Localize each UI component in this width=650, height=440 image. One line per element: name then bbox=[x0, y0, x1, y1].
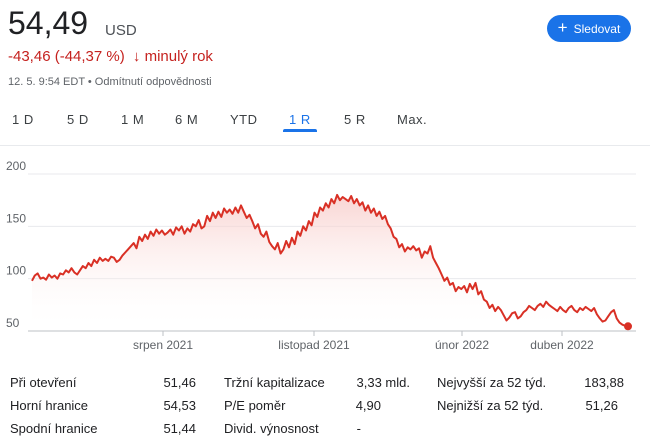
tab-1m[interactable]: 1 M bbox=[121, 112, 145, 127]
tabs-divider bbox=[0, 145, 650, 146]
stat-value: 183,88 bbox=[584, 375, 624, 390]
tab-5d[interactable]: 5 D bbox=[67, 112, 89, 127]
tab-1r[interactable]: 1 R bbox=[289, 112, 311, 127]
stat-label: Nejvyšší za 52 týd. bbox=[437, 375, 547, 390]
y-tick-label: 200 bbox=[6, 159, 26, 173]
x-tick-label: srpen 2021 bbox=[133, 338, 193, 352]
x-tick-label: duben 2022 bbox=[530, 338, 594, 352]
tab-ytd[interactable]: YTD bbox=[230, 112, 258, 127]
x-tick-label: listopad 2021 bbox=[278, 338, 350, 352]
stat-label: Horní hranice bbox=[10, 398, 89, 413]
stat-value: - bbox=[356, 421, 361, 436]
tab-6m[interactable]: 6 M bbox=[175, 112, 199, 127]
y-tick-label: 50 bbox=[6, 316, 20, 330]
stat-label: Divid. výnosnost bbox=[224, 421, 319, 436]
stat-value: 51,46 bbox=[163, 375, 196, 390]
active-tab-indicator bbox=[283, 129, 317, 132]
change-period: minulý rok bbox=[144, 48, 213, 65]
change-value: -43,46 (-44,37 %) bbox=[8, 48, 125, 65]
currency-label: USD bbox=[105, 22, 137, 39]
current-price-dot bbox=[624, 322, 632, 331]
plus-icon: + bbox=[557, 18, 568, 37]
follow-label: Sledovat bbox=[573, 21, 621, 36]
down-arrow-icon: ↓ bbox=[132, 48, 141, 65]
stat-value: 54,53 bbox=[163, 398, 196, 413]
price-line bbox=[31, 193, 629, 328]
tab-max[interactable]: Max. bbox=[397, 112, 428, 127]
stat-label: Spodní hranice bbox=[10, 421, 98, 436]
x-tick-label: únor 2022 bbox=[435, 338, 489, 352]
price-chart[interactable]: 200 150 100 50 srpen 2021 listopad 2021 únor … bbox=[0, 150, 650, 360]
stat-value: 51,44 bbox=[163, 421, 196, 436]
stat-label: Při otevření bbox=[10, 375, 77, 390]
stat-value: 4,90 bbox=[355, 398, 381, 413]
stat-label: Tržní kapitalizace bbox=[224, 375, 325, 390]
tab-5r[interactable]: 5 R bbox=[344, 112, 366, 127]
y-tick-label: 100 bbox=[6, 264, 26, 278]
follow-button[interactable]: + Sledovat bbox=[547, 15, 631, 42]
timestamp-disclaimer: 12. 5. 9:54 EDT • Odmítnutí odpovědnosti bbox=[8, 76, 212, 88]
stock-price: 54,49 bbox=[8, 5, 89, 41]
stat-label: Nejnižší za 52 týd. bbox=[437, 398, 544, 413]
range-tabs: 1 D 5 D 1 M 6 M YTD 1 R 5 R Max. bbox=[0, 104, 650, 136]
y-tick-label: 150 bbox=[6, 211, 26, 225]
tab-1d[interactable]: 1 D bbox=[12, 112, 34, 127]
price-change: -43,46 (-44,37 %) ↓ minulý rok bbox=[8, 48, 213, 65]
price-area bbox=[32, 194, 628, 331]
stat-value: 3,33 mld. bbox=[356, 375, 410, 390]
stat-label: P/E poměr bbox=[224, 398, 286, 413]
stat-value: 51,26 bbox=[585, 398, 618, 413]
